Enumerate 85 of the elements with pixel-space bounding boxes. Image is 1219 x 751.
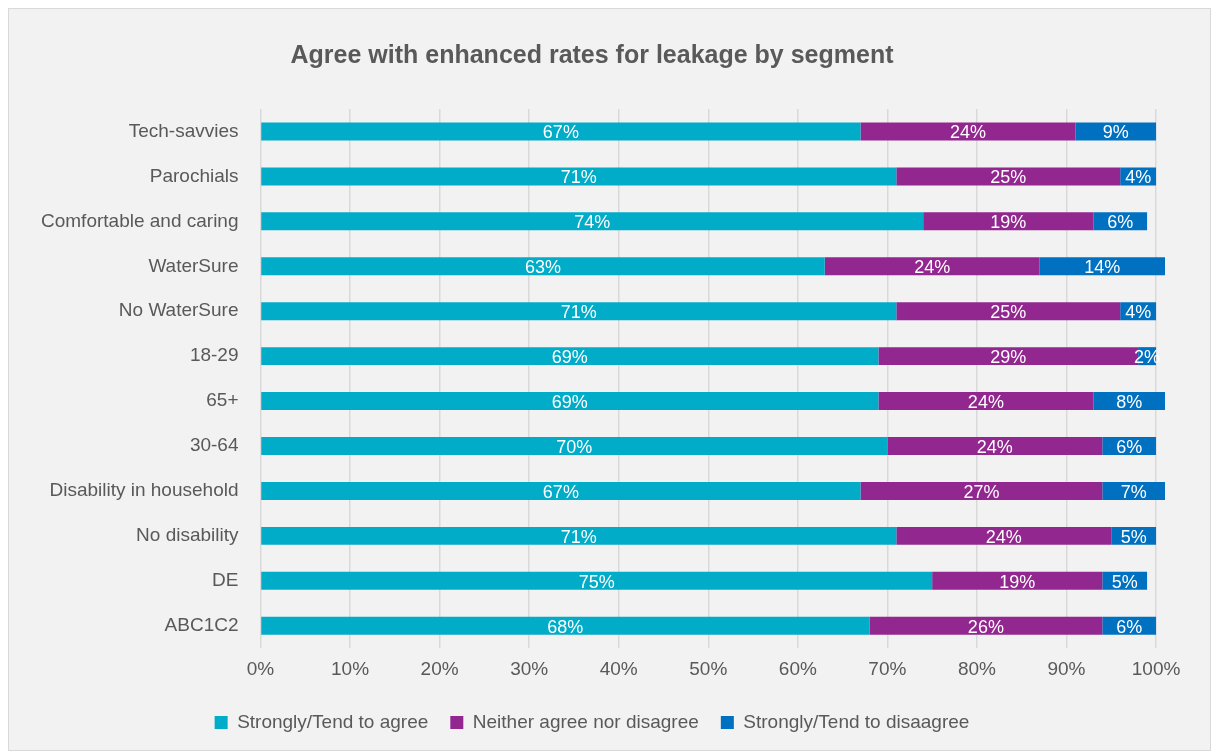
bar — [261, 302, 897, 321]
y-tick-label: Comfortable and caring — [41, 209, 239, 231]
data-label: 63% — [524, 257, 561, 278]
data-label: 74% — [574, 212, 611, 233]
data-label: 14% — [1084, 257, 1121, 278]
y-tick-label: No disability — [136, 524, 239, 546]
y-tick-label: 18-29 — [189, 344, 239, 366]
data-label: 29% — [990, 347, 1027, 368]
bar — [896, 167, 1121, 186]
data-label: 5% — [1111, 571, 1138, 592]
data-label: 24% — [949, 122, 986, 143]
data-label: 75% — [578, 571, 615, 592]
x-tick-label: 30% — [510, 657, 549, 679]
data-label: 27% — [963, 481, 1000, 502]
data-label: 7% — [1120, 481, 1147, 502]
data-label: 8% — [1116, 392, 1143, 413]
bar — [261, 122, 861, 141]
y-tick-label: 30-64 — [189, 434, 239, 456]
chart-title: Agree with enhanced rates for leakage by segment — [290, 39, 895, 68]
bar — [887, 437, 1103, 455]
bar — [824, 257, 1040, 276]
bar — [261, 392, 879, 411]
data-label: 24% — [967, 392, 1004, 413]
data-label: 68% — [547, 616, 584, 637]
data-label: 24% — [976, 436, 1013, 457]
x-tick-label: 70% — [868, 657, 907, 679]
legend-label: Strongly/Tend to agree — [237, 710, 429, 732]
data-label: 69% — [551, 392, 588, 413]
bar — [261, 257, 825, 276]
data-label: 19% — [999, 571, 1036, 592]
data-label: 67% — [542, 481, 579, 502]
bar — [261, 616, 870, 635]
data-label: 6% — [1116, 436, 1143, 457]
data-label: 6% — [1116, 616, 1143, 637]
bar — [860, 481, 1103, 500]
bar — [860, 122, 1076, 141]
data-label: 71% — [560, 526, 597, 547]
x-tick-label: 10% — [331, 657, 370, 679]
x-tick-label: 50% — [689, 657, 728, 679]
y-tick-label: DE — [212, 569, 239, 591]
y-tick-label: Disability in household — [49, 479, 239, 501]
bar — [896, 526, 1112, 545]
bar — [896, 302, 1121, 321]
x-tick-label: 0% — [246, 657, 275, 679]
bar — [261, 167, 897, 186]
y-tick-label: No WaterSure — [118, 299, 239, 321]
x-tick-label: 40% — [599, 657, 638, 679]
x-tick-label: 80% — [957, 657, 997, 679]
y-tick-label: ABC1C2 — [164, 613, 239, 635]
bar — [261, 212, 924, 231]
data-label: 71% — [560, 167, 597, 188]
data-label: 4% — [1125, 167, 1152, 188]
x-tick-label: 60% — [778, 657, 817, 679]
data-label: 25% — [990, 167, 1027, 188]
data-label: 4% — [1125, 302, 1152, 323]
data-label: 5% — [1120, 526, 1147, 547]
bar — [869, 616, 1103, 635]
data-label: 25% — [990, 302, 1027, 323]
y-tick-label: WaterSure — [148, 254, 239, 276]
bar — [261, 571, 933, 590]
bar — [261, 526, 897, 545]
bar — [932, 571, 1103, 590]
data-label: 24% — [914, 257, 951, 278]
x-tick-label: 90% — [1047, 657, 1086, 679]
data-label: 19% — [990, 212, 1027, 233]
y-tick-label: Parochials — [149, 164, 239, 186]
data-label: 24% — [985, 526, 1022, 547]
y-tick-label: 65+ — [206, 389, 239, 411]
legend-label: Strongly/Tend to disaagree — [743, 710, 970, 732]
data-label: 6% — [1107, 212, 1134, 233]
bar — [923, 212, 1094, 231]
bar — [261, 481, 861, 500]
bar — [878, 392, 1094, 411]
data-label: 71% — [560, 302, 597, 323]
x-tick-label: 20% — [420, 657, 459, 679]
data-label: 70% — [556, 436, 593, 457]
data-label: 26% — [967, 616, 1004, 637]
data-label: 69% — [551, 347, 588, 368]
bar — [261, 347, 879, 366]
y-tick-label: Tech-savvies — [128, 119, 239, 141]
legend-label: Neither agree nor disagree — [472, 710, 699, 732]
x-tick-label: 100% — [1131, 657, 1181, 679]
data-label: 9% — [1102, 122, 1129, 143]
data-label: 67% — [542, 122, 579, 143]
bar — [261, 437, 888, 455]
